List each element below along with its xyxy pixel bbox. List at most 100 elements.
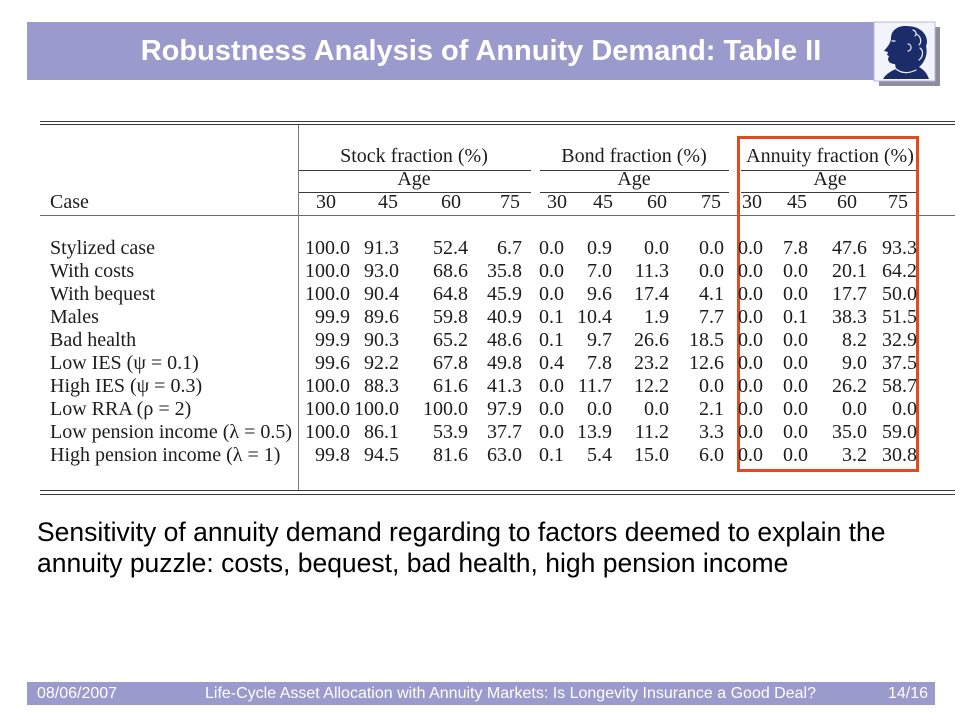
cell-stock: 89.6 — [364, 306, 399, 328]
cell-stock: 100.0 — [305, 260, 350, 282]
age-stock-header: 45 — [378, 191, 398, 213]
cell-bond: 7.7 — [699, 306, 724, 328]
cell-annuity: 35.0 — [832, 421, 867, 443]
cell-stock: 68.6 — [433, 260, 468, 282]
cell-bond: 0.4 — [539, 352, 564, 374]
cell-bond: 0.0 — [699, 260, 724, 282]
age-bond-header: 45 — [593, 191, 613, 213]
table-row: Low RRA (ρ = 2) 100.0 100.0 100.0 97.9 0.0 0.0… — [0, 398, 960, 421]
cell-annuity: 0.0 — [738, 421, 763, 443]
cell-stock: 99.8 — [315, 444, 350, 466]
table-row: High IES (ψ = 0.3) 100.0 88.3 61.6 41.3 0.0 11… — [0, 375, 960, 398]
cell-stock: 65.2 — [433, 329, 468, 351]
data-table: Stock fraction (%) Age 30 45 60 75 Bond fracti… — [0, 121, 960, 495]
age-annuity-header: 30 — [742, 191, 762, 213]
cell-stock: 6.7 — [497, 237, 522, 259]
cell-annuity: 0.0 — [738, 398, 763, 420]
table-bottom-rule — [40, 494, 955, 495]
cell-annuity: 7.8 — [783, 237, 808, 259]
cell-bond: 1.9 — [644, 306, 669, 328]
table-row: Males 99.9 89.6 59.8 40.9 0.1 10.4 1.9 7.7 0.0 0.1… — [0, 306, 960, 329]
cell-bond: 0.0 — [539, 283, 564, 305]
annuity-highlight-box — [737, 136, 919, 472]
cell-annuity: 0.0 — [783, 421, 808, 443]
cell-bond: 0.1 — [539, 444, 564, 466]
cell-bond: 0.1 — [539, 329, 564, 351]
cell-stock: 91.3 — [364, 237, 399, 259]
group-underline — [741, 170, 918, 171]
cell-bond: 0.0 — [699, 375, 724, 397]
age-header-stock: Age — [397, 168, 431, 190]
cell-bond: 0.0 — [539, 398, 564, 420]
cell-bond: 12.6 — [689, 352, 724, 374]
cell-stock: 61.6 — [433, 375, 468, 397]
case-label: Low IES (ψ = 0.1) — [50, 352, 199, 374]
cell-bond: 0.9 — [587, 237, 612, 259]
cell-bond: 0.0 — [539, 237, 564, 259]
case-label: Bad health — [50, 329, 137, 351]
table-row: With bequest 100.0 90.4 64.8 45.9 0.0 9.6 17.4 4… — [0, 283, 960, 306]
case-label: Stylized case — [50, 237, 155, 259]
cell-annuity: 58.7 — [882, 375, 917, 397]
cell-bond: 3.3 — [699, 421, 724, 443]
cell-stock: 59.8 — [433, 306, 468, 328]
age-annuity-header: 45 — [787, 191, 807, 213]
footer-presentation-title: Life-Cycle Asset Allocation with Annuity… — [205, 685, 816, 702]
cell-annuity: 0.1 — [783, 306, 808, 328]
case-label: With costs — [50, 260, 135, 282]
title-bar — [27, 22, 935, 80]
cell-annuity: 0.0 — [738, 375, 763, 397]
cell-annuity: 0.0 — [783, 283, 808, 305]
cell-stock: 48.6 — [487, 329, 522, 351]
cell-annuity: 0.0 — [783, 260, 808, 282]
age-annuity-header: 60 — [837, 191, 857, 213]
cell-bond: 26.6 — [634, 329, 669, 351]
cell-bond: 7.0 — [587, 260, 612, 282]
cell-bond: 5.4 — [587, 444, 612, 466]
slide-caption: Sensitivity of annuity demand regarding … — [37, 517, 886, 578]
age-annuity-header: 75 — [888, 191, 908, 213]
cell-stock: 63.0 — [487, 444, 522, 466]
case-label: With bequest — [50, 283, 156, 305]
cell-annuity: 50.0 — [882, 283, 917, 305]
table-row: Bad health 99.9 90.3 65.2 48.6 0.1 9.7 26.6 18.5… — [0, 329, 960, 352]
cell-annuity: 0.0 — [738, 237, 763, 259]
cell-stock: 100.0 — [305, 375, 350, 397]
cell-annuity: 3.2 — [842, 444, 867, 466]
cell-bond: 0.0 — [587, 398, 612, 420]
age-header-bond: Age — [617, 168, 651, 190]
cell-stock: 67.8 — [433, 352, 468, 374]
age-bond-header: 30 — [547, 191, 567, 213]
cell-stock: 99.9 — [315, 329, 350, 351]
cell-bond: 0.0 — [539, 260, 564, 282]
group-header-annuity: Annuity fraction (%) — [746, 145, 914, 167]
table-row: Low IES (ψ = 0.1) 99.6 92.2 67.8 49.8 0.4 7.8 2… — [0, 352, 960, 375]
cell-bond: 0.0 — [699, 237, 724, 259]
cell-annuity: 0.0 — [783, 375, 808, 397]
cell-annuity: 47.6 — [832, 237, 867, 259]
footer-bar — [27, 682, 935, 705]
cell-annuity: 26.2 — [832, 375, 867, 397]
cell-annuity: 9.0 — [842, 352, 867, 374]
cell-bond: 12.2 — [634, 375, 669, 397]
cell-annuity: 59.0 — [882, 421, 917, 443]
table-row: High pension income (λ = 1) 99.8 94.5 81.6 6… — [0, 444, 960, 467]
age-bond-header: 60 — [647, 191, 667, 213]
cell-stock: 81.6 — [433, 444, 468, 466]
case-label: High IES (ψ = 0.3) — [50, 375, 203, 397]
cell-stock: 100.0 — [305, 237, 350, 259]
cell-bond: 4.1 — [699, 283, 724, 305]
cell-bond: 9.7 — [587, 329, 612, 351]
case-label: Males — [50, 306, 99, 328]
age-stock-header: 30 — [316, 191, 336, 213]
cell-annuity: 51.5 — [882, 306, 917, 328]
cell-stock: 64.8 — [433, 283, 468, 305]
group-underline — [299, 170, 531, 171]
group-header-stock: Stock fraction (%) — [340, 145, 488, 167]
cell-bond: 9.6 — [587, 283, 612, 305]
group-underline — [540, 170, 729, 171]
goethe-logo — [873, 21, 940, 86]
cell-annuity: 32.9 — [882, 329, 917, 351]
case-label: Low RRA (ρ = 2) — [50, 398, 192, 420]
case-label: Low pension income (λ = 0.5) — [50, 421, 293, 443]
